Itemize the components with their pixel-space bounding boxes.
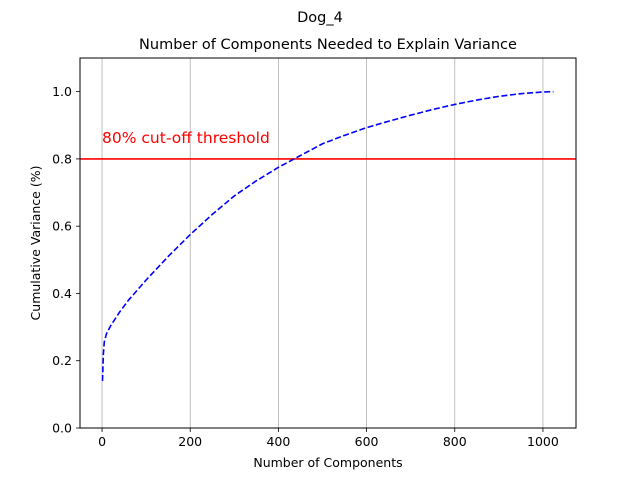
chart-title: Number of Components Needed to Explain V… <box>139 37 517 53</box>
series-layer <box>101 90 554 381</box>
plot-frame <box>79 57 577 429</box>
x-tick-label: 600 <box>355 434 379 449</box>
y-tick-label: 0.2 <box>52 353 72 368</box>
y-axis-label: Cumulative Variance (%) <box>28 166 43 321</box>
threshold-label: 80% cut-off threshold <box>102 129 270 147</box>
x-tick-label: 400 <box>266 434 290 449</box>
y-tick-label: 0.8 <box>52 151 72 166</box>
x-axis-label: Number of Components <box>253 455 402 470</box>
x-tick-label: 1000 <box>527 434 559 449</box>
y-tick-label: 1.0 <box>52 84 72 99</box>
x-tick-label: 200 <box>178 434 202 449</box>
x-tick-label: 800 <box>443 434 467 449</box>
series-line <box>101 90 554 381</box>
y-tick-label: 0.6 <box>52 219 72 234</box>
axis-ticks: 0 200 400 600 800 1000 0.0 0.2 0.4 0.6 0.8 1.0 <box>52 84 559 449</box>
y-tick-label: 0.0 <box>52 421 72 436</box>
x-tick-label: 0 <box>98 434 106 449</box>
y-tick-label: 0.4 <box>52 286 72 301</box>
threshold-layer: 80% cut-off threshold <box>80 129 576 160</box>
grid <box>101 58 544 428</box>
figure-suptitle: Dog_4 <box>297 10 343 26</box>
